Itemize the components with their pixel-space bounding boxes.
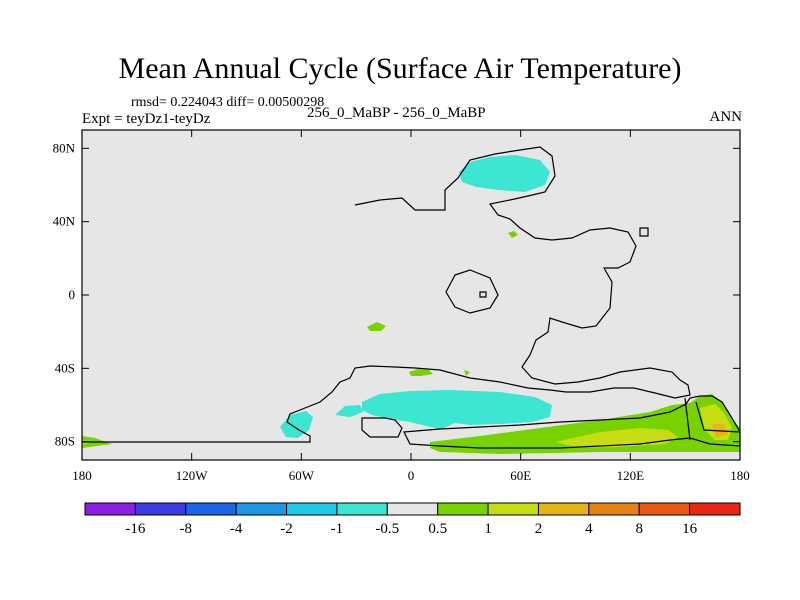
period-label: 256_0_MaBP - 256_0_MaBP — [307, 105, 486, 121]
colorbar-swatch — [386, 502, 439, 516]
colorbar-label: 8 — [635, 521, 643, 537]
lon-tick-label: 0 — [408, 468, 415, 483]
lon-tick-label: 180 — [730, 468, 750, 483]
lon-tick-label: 120W — [176, 468, 209, 483]
lat-tick-label: 40N — [53, 214, 76, 229]
colorbar-swatch — [134, 502, 187, 516]
colorbar: -16 -8 -4 -2 -1 -0.5 0.5 1 2 4 8 16 — [84, 502, 741, 537]
colorbar-swatch — [185, 502, 237, 516]
colorbar-label: 16 — [682, 521, 698, 537]
coastline-supercontinent — [83, 146, 691, 443]
colorbar-label: 4 — [585, 521, 593, 537]
coastline-antarctica — [403, 395, 741, 449]
colorbar-swatch — [235, 502, 288, 516]
lat-tick-label: 80S — [55, 434, 75, 449]
colorbar-label: 0.5 — [428, 521, 447, 537]
coastline-ross-shelf — [684, 397, 741, 441]
colorbar-swatch — [537, 502, 590, 516]
lat-tick-label: 80N — [53, 140, 76, 155]
anomaly-green-tropics — [367, 322, 386, 331]
longitude-axis: 180 120W 60W 0 60E 120E 180 — [72, 130, 750, 483]
coastlines — [83, 146, 741, 449]
colorbar-swatch — [487, 502, 539, 516]
colorbar-label: -0.5 — [375, 521, 399, 537]
colorbar-swatch — [689, 502, 741, 516]
colorbar-swatch — [286, 502, 338, 516]
colorbar-swatch — [336, 502, 388, 516]
colorbar-label: 2 — [535, 521, 543, 537]
coastline-islands — [361, 227, 649, 438]
lon-tick-label: 180 — [72, 468, 92, 483]
anomaly-fields — [82, 155, 740, 454]
colorbar-label: -2 — [280, 521, 293, 537]
latitude-axis: 80N 40N 0 40S 80S — [53, 140, 740, 449]
lat-tick-label: 0 — [69, 287, 76, 302]
anomaly-cyan-arctic — [459, 155, 550, 192]
anomaly-green-south-2 — [464, 370, 470, 376]
anomaly-cyan-southern-ocean — [362, 390, 552, 429]
coastline-inner-ring — [445, 269, 499, 314]
colorbar-label: -16 — [125, 521, 145, 537]
anomaly-cyan-weddell — [335, 405, 363, 417]
colorbar-label: -1 — [331, 521, 344, 537]
colorbar-swatch — [638, 502, 691, 516]
lon-tick-label: 60E — [510, 468, 531, 483]
colorbar-label: -8 — [180, 521, 193, 537]
colorbar-swatch — [437, 502, 489, 516]
colorbar-swatch — [84, 502, 136, 516]
colorbar-label: 1 — [484, 521, 492, 537]
anomaly-green-south-1 — [409, 369, 433, 376]
experiment-label: Expt = teyDz1-teyDz — [82, 111, 211, 127]
stats-line: rmsd= 0.224043 diff= 0.00500298 — [131, 95, 325, 110]
lat-tick-label: 40S — [55, 360, 75, 375]
season-label: ANN — [709, 109, 743, 125]
lon-tick-label: 60W — [289, 468, 315, 483]
colorbar-swatch — [588, 502, 640, 516]
lon-tick-label: 120E — [617, 468, 645, 483]
chart-title: Mean Annual Cycle (Surface Air Temperatu… — [118, 52, 682, 85]
anomaly-green-north — [508, 231, 518, 238]
colorbar-label: -4 — [230, 521, 243, 537]
